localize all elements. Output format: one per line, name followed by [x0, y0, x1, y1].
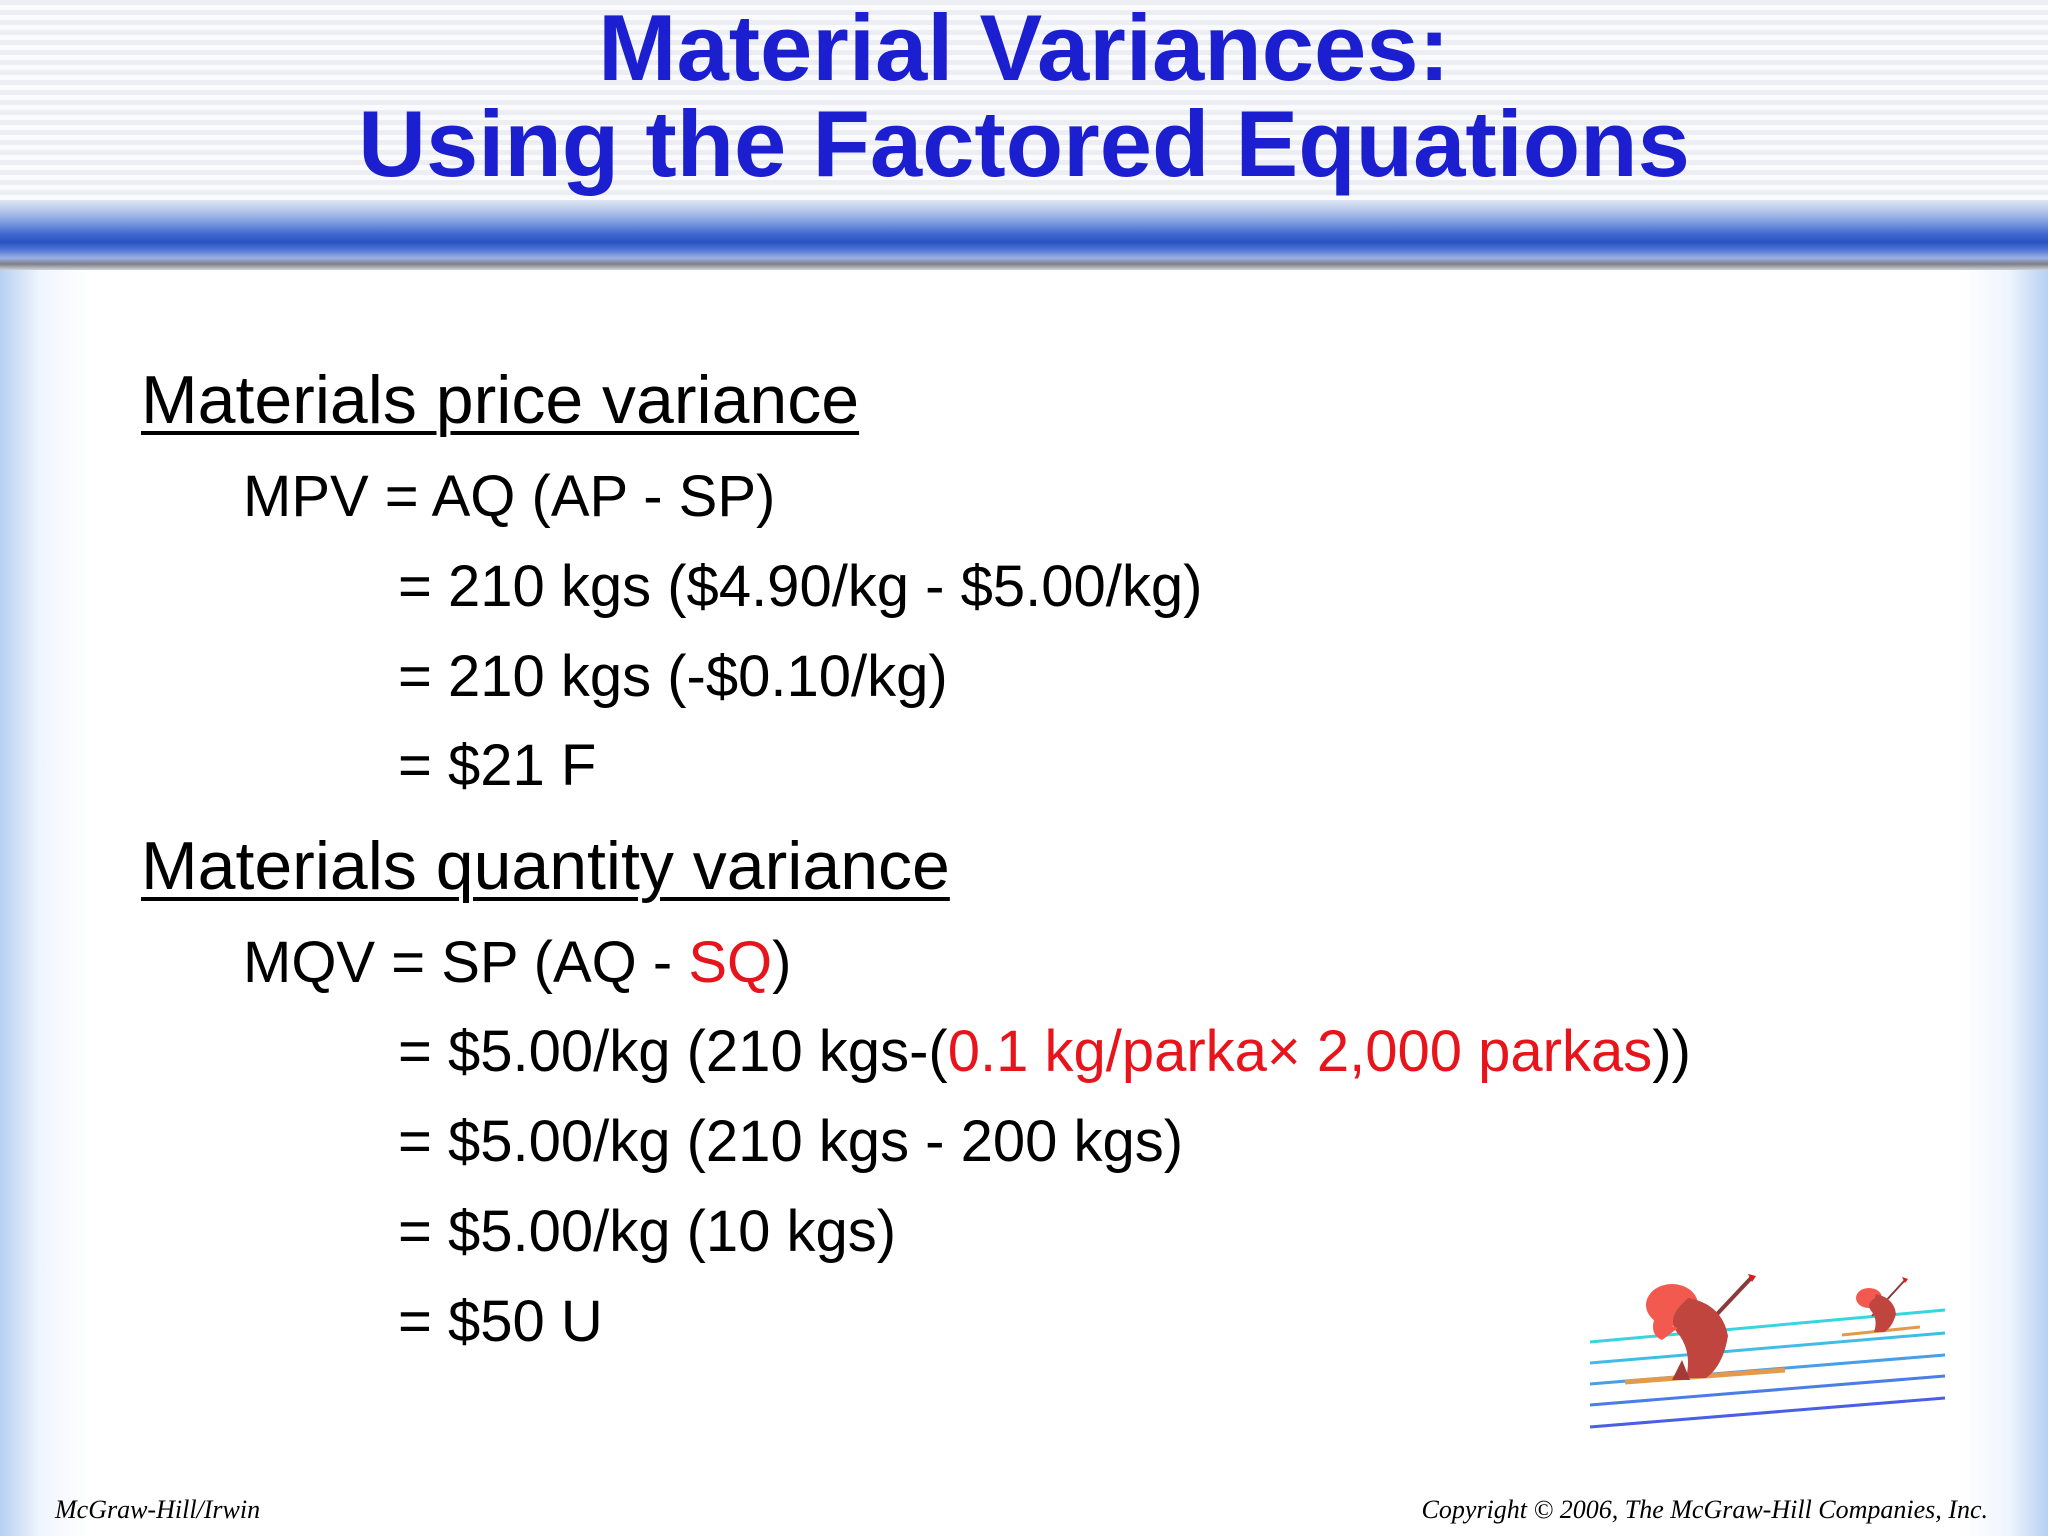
mqv-formula-sq: SQ — [688, 930, 773, 995]
mqv-step-1-suffix: )) — [1652, 1019, 1691, 1084]
mpv-step-2: = 210 kgs (-$0.10/kg) — [398, 644, 948, 709]
mqv-step-1-rate: 0.1 kg/parka — [947, 1019, 1267, 1084]
mqv-step-3: = $5.00/kg (10 kgs) — [398, 1199, 897, 1264]
mqv-step-1-prefix: = $5.00/kg (210 kgs-( — [398, 1019, 948, 1084]
price-variance-heading: Materials price variance — [141, 362, 860, 438]
mqv-step-1-times: × — [1266, 1019, 1301, 1084]
mqv-formula-prefix: MQV = SP (AQ - — [243, 930, 689, 995]
mqv-result: = $50 U — [398, 1289, 603, 1354]
title-line-2: Using the Factored Equations — [358, 91, 1690, 196]
mqv-formula-suffix: ) — [772, 930, 792, 995]
mpv-formula: MPV = AQ (AP - SP) — [243, 464, 776, 529]
mqv-step-1-units: 2,000 parkas — [1300, 1019, 1653, 1084]
footer-publisher: McGraw-Hill/Irwin — [55, 1495, 261, 1524]
mqv-step-1: = $5.00/kg (210 kgs-(0.1 kg/parka× 2,000… — [398, 1017, 1691, 1087]
skier-clipart — [1589, 1274, 1946, 1429]
header-band — [0, 0, 2048, 200]
mpv-result: = $21 F — [398, 733, 597, 798]
footer-copyright: Copyright © 2006, The McGraw-Hill Compan… — [1421, 1495, 1988, 1524]
mqv-step-2: = $5.00/kg (210 kgs - 200 kgs) — [398, 1109, 1184, 1174]
mpv-step-1: = 210 kgs ($4.90/kg - $5.00/kg) — [398, 554, 1203, 619]
mqv-formula: MQV = SP (AQ - SQ) — [243, 928, 791, 998]
quantity-variance-heading: Materials quantity variance — [141, 828, 950, 904]
slide-title: Material Variances: Using the Factored E… — [0, 0, 2048, 192]
header-rule — [0, 200, 2048, 270]
title-line-1: Material Variances: — [598, 0, 1450, 100]
